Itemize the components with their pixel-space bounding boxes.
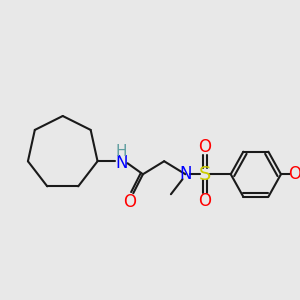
Text: O: O [123, 193, 136, 211]
Text: H: H [116, 144, 127, 159]
Text: N: N [116, 154, 128, 172]
Text: O: O [198, 192, 211, 210]
Text: O: O [198, 138, 211, 156]
Text: N: N [179, 165, 192, 183]
Text: S: S [199, 165, 211, 184]
Text: O: O [288, 165, 300, 183]
